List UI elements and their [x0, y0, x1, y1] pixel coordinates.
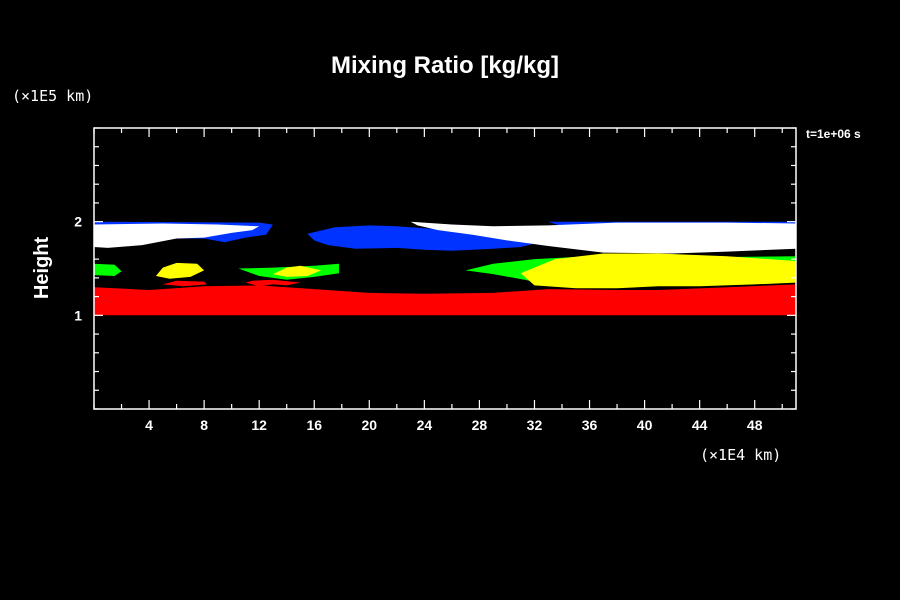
time-label: t=1e+06 s — [806, 127, 861, 141]
region-red-2 — [162, 280, 207, 287]
x-tick-label-16: 16 — [306, 417, 322, 433]
plot-frame — [93, 127, 797, 410]
y-unit-label: (×1E5 km) — [12, 87, 93, 105]
region-yellow-7 — [272, 265, 322, 277]
region-red-1 — [245, 279, 301, 287]
x-tick-label-8: 8 — [200, 417, 208, 433]
x-tick-label-32: 32 — [527, 417, 543, 433]
x-unit-label: (×1E4 km) — [700, 446, 781, 464]
region-white-12 — [94, 223, 260, 248]
y-tick-label-2: 2 — [74, 214, 82, 230]
y-axis-label: Height — [31, 237, 53, 300]
region-green-3 — [94, 263, 122, 276]
region-blue-10 — [307, 225, 549, 251]
mixing-ratio-regions — [94, 221, 796, 316]
x-tick-label-4: 4 — [145, 417, 153, 433]
x-tick-label-36: 36 — [582, 417, 598, 433]
region-red-0 — [94, 284, 796, 316]
x-tick-label-40: 40 — [637, 417, 653, 433]
chart-title: Mixing Ratio [kg/kg] — [331, 52, 559, 79]
y-tick-label-1: 1 — [74, 307, 82, 323]
x-tick-label-44: 44 — [692, 417, 708, 433]
region-white-13 — [410, 221, 796, 254]
region-yellow-8 — [520, 253, 796, 289]
x-tick-label-28: 28 — [472, 417, 488, 433]
x-tick-label-12: 12 — [251, 417, 267, 433]
x-tick-label-20: 20 — [362, 417, 378, 433]
region-yellow-6 — [155, 262, 205, 279]
x-tick-label-48: 48 — [747, 417, 763, 433]
x-tick-label-24: 24 — [417, 417, 433, 433]
